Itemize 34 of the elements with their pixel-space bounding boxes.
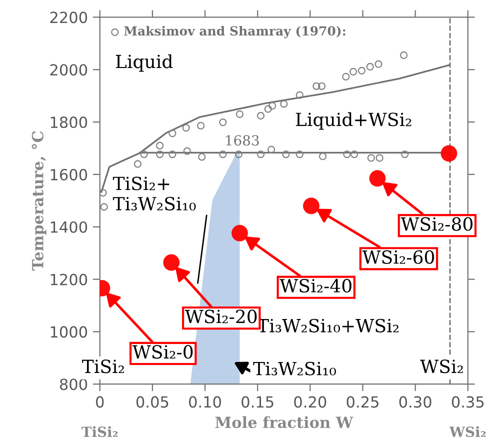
x-tick-label: 0.10 (189, 396, 222, 408)
legend-label: Maksimov and Shamray (1970): (124, 26, 346, 38)
annotation: Liquid (116, 54, 173, 72)
annotation: Ti₃W₂Si₁₀ (253, 362, 336, 376)
annotation: WSi₂-60 (362, 250, 434, 264)
y-tick-label: 1800 (50, 116, 88, 128)
y-tick-label: 2000 (50, 64, 88, 76)
x-tick-label: 0.35 (452, 396, 484, 408)
y-tick-label: 1400 (50, 221, 88, 233)
annotation: 1683 (226, 135, 259, 146)
y-tick-label: 800 (60, 378, 88, 390)
text: WSi₂ (449, 426, 486, 438)
x-tick-label: 0 (96, 396, 104, 408)
annotation: WSi₂-80 (400, 217, 472, 231)
x-axis-title: Mole fraction W (215, 416, 354, 428)
y-tick-label: 1000 (50, 326, 88, 338)
text: TiSi₂ (82, 426, 118, 438)
annotation: WSi₂ (420, 360, 463, 374)
annotation: TiSi₂ (82, 360, 124, 374)
x-tick-label: 0.30 (399, 396, 432, 408)
y-tick-label: 2200 (50, 12, 88, 24)
annotation: WSi₂-40 (280, 278, 352, 293)
x-tick-label: 0.05 (136, 396, 168, 408)
x-tick-label: 0.25 (346, 396, 378, 408)
x-tick-label: 0.20 (294, 396, 326, 408)
y-tick-label: 1600 (50, 168, 88, 180)
annotation: TiSi₂+ Ti₃W₂Si₁₀ (112, 176, 196, 210)
annotation: WSi₂-0 (132, 345, 193, 359)
x-tick-label: 0.15 (242, 396, 274, 408)
annotation: WSi₂-20 (184, 310, 257, 324)
y-axis-title: Temperature, °C (32, 131, 46, 271)
y-tick-label: 1200 (50, 274, 88, 286)
annotation: Liquid+WSi₂ (296, 112, 412, 130)
annotation: Ti₃W₂Si₁₀+WSi₂ (257, 318, 398, 332)
